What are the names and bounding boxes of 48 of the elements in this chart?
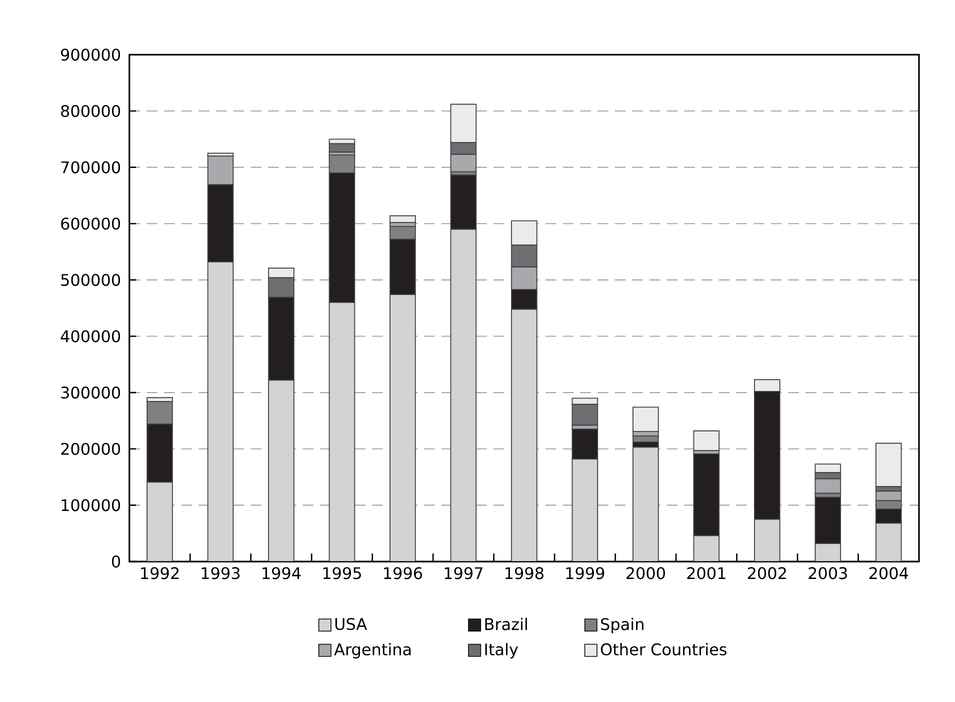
y-tick-label: 700000 (61, 161, 120, 174)
y-tick-label: 100000 (62, 499, 120, 512)
x-tick-label: 2002 (748, 567, 786, 580)
legend-label: Spain (601, 618, 644, 634)
bar (875, 522, 902, 562)
bar (693, 454, 720, 536)
x-tick-label: 1999 (566, 567, 604, 580)
bar (511, 308, 538, 562)
bar (572, 458, 598, 562)
legend-label: Italy (485, 643, 518, 659)
x-tick-label: 2001 (687, 567, 726, 580)
x-tick-label: 1998 (506, 567, 544, 580)
bar (875, 443, 902, 488)
bar (390, 294, 416, 562)
x-tick-label: 1994 (262, 567, 301, 580)
bar (146, 482, 173, 562)
y-tick-label: 800000 (61, 105, 120, 118)
y-tick-label: 400000 (60, 330, 120, 343)
bar (814, 543, 842, 562)
x-tick-label: 2000 (626, 567, 665, 580)
legend-label: USA (335, 618, 367, 630)
x-tick-label: 2003 (808, 567, 847, 580)
bar (207, 262, 234, 562)
bar (693, 535, 720, 562)
x-tick-label: 1993 (202, 567, 240, 580)
y-tick-label: 900000 (61, 48, 120, 61)
bar (632, 406, 659, 432)
legend-label: Argentina (334, 643, 411, 659)
bar (572, 428, 598, 460)
y-tick-label: 200000 (61, 443, 120, 456)
y-tick-label: 500000 (61, 274, 120, 286)
bar (814, 497, 842, 544)
y-tick-label: 600000 (61, 218, 120, 230)
y-tick-label: 0 (112, 556, 120, 568)
x-tick-label: 1992 (141, 567, 178, 580)
bar (328, 302, 356, 562)
x-tick-label: 2004 (869, 567, 908, 580)
bar (632, 446, 659, 562)
x-tick-label: 1997 (444, 567, 482, 580)
bar (450, 229, 477, 562)
x-tick-label: 1995 (323, 567, 361, 580)
x-tick-label: 1996 (384, 567, 422, 580)
bar (268, 380, 294, 562)
legend-label: Other Countries (600, 643, 726, 656)
legend-label: Brazil (485, 618, 527, 630)
bar (754, 519, 780, 562)
bar (693, 430, 720, 452)
y-tick-label: 300000 (61, 386, 120, 399)
